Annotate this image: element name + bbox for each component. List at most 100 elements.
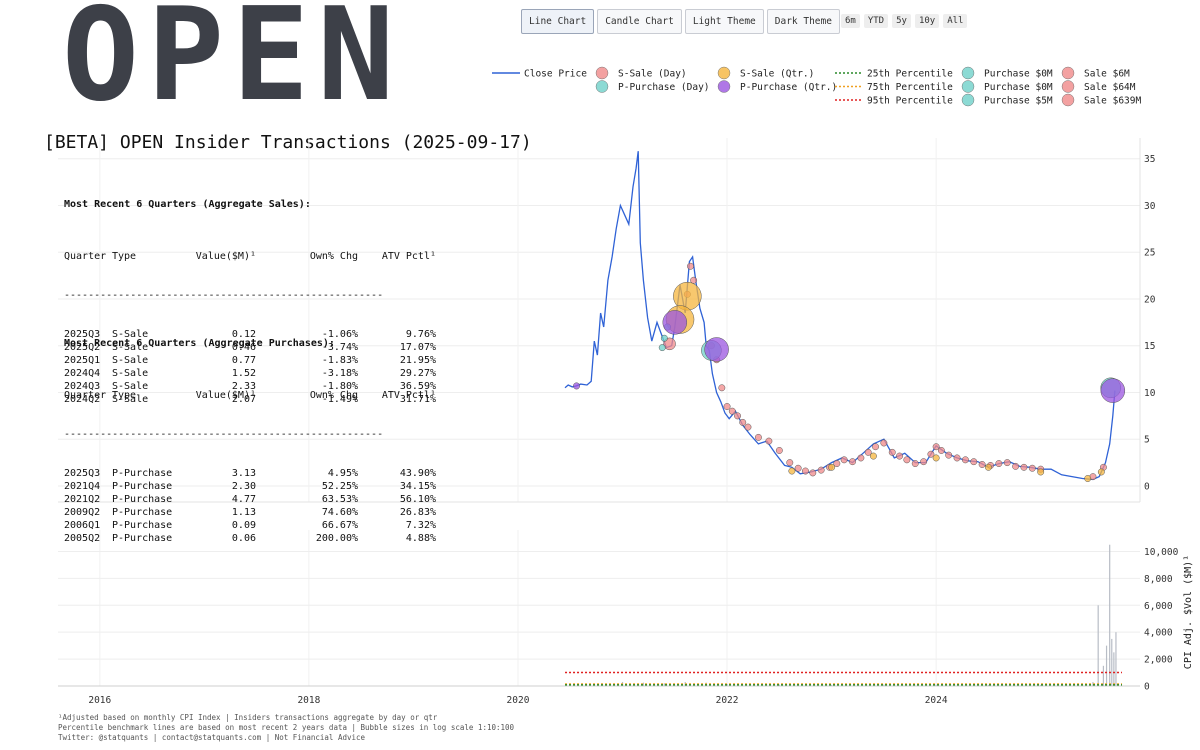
- table-row: 2025Q1 S-Sale 0.77 -1.83% 21.95%: [64, 354, 436, 367]
- s-sale-day-marker: [978, 461, 986, 468]
- volume-bar: [1111, 638, 1113, 686]
- x-tick-label: 2020: [507, 695, 530, 706]
- cell-value: 0.06: [231, 533, 256, 544]
- s-sale-day-marker: [786, 459, 794, 467]
- cell-type: S-Sale: [112, 368, 149, 379]
- legend-swatch: [1061, 93, 1075, 107]
- sales-table-header-row: Quarter Type Value($M)¹ Own% Chg ATV Pct…: [64, 250, 436, 263]
- s-sale-day-marker: [775, 447, 783, 454]
- s-sale-day-marker: [995, 460, 1003, 468]
- volume-bar: [1105, 645, 1108, 686]
- footer-line: Twitter: @statquants | contact@statquant…: [58, 733, 366, 742]
- col-own-chg: Own% Chg: [309, 390, 358, 401]
- cell-atv-pctl: 31.71%: [399, 394, 436, 405]
- sales-table-heading: Most Recent 6 Quarters (Aggregate Sales)…: [64, 199, 311, 210]
- s-sale-qtr-marker: [665, 305, 695, 334]
- volume-bar: [726, 683, 728, 686]
- s-sale-day-marker: [1028, 464, 1036, 472]
- volume-bar: [1092, 681, 1094, 686]
- s-sale-day-marker: [718, 384, 726, 392]
- col-atv-pctl: ATV Pctl¹: [381, 251, 436, 262]
- dark-theme-button[interactable]: Dark Theme: [766, 9, 840, 34]
- table-row: 2025Q3 P-Purchase 3.13 4.95% 43.90%: [64, 467, 436, 480]
- s-sale-day-marker: [945, 451, 953, 459]
- legend-swatch: [961, 80, 975, 93]
- cell-atv-pctl: 17.07%: [399, 342, 436, 353]
- s-sale-qtr-marker: [869, 452, 877, 460]
- legend-label: Close Price: [524, 69, 587, 80]
- s-sale-day-marker: [1099, 463, 1107, 471]
- range-6m-button[interactable]: 6m: [841, 14, 860, 28]
- cell-type: P-Purchase: [112, 468, 173, 479]
- p-purchase-qtr-marker: [662, 310, 688, 335]
- s-sale-day-marker: [723, 403, 731, 410]
- cell-own-chg: -3.18%: [321, 368, 358, 379]
- s-sale-day-marker: [734, 412, 741, 420]
- range-5y-button[interactable]: 5y: [892, 14, 911, 28]
- range-10y-button[interactable]: 10y: [914, 14, 940, 28]
- candle-chart-button[interactable]: Candle Chart: [597, 9, 682, 34]
- range-all-button[interactable]: All: [943, 14, 968, 28]
- volume-bar: [1097, 605, 1099, 686]
- s-sale-day-marker: [872, 443, 879, 451]
- col-value: Value($M)¹: [195, 251, 256, 262]
- x-tick-label: 2018: [297, 695, 320, 706]
- cell-own-chg: -1.83%: [321, 355, 358, 366]
- cell-quarter: 2024Q4: [64, 368, 101, 379]
- s-sale-day-marker: [765, 437, 773, 445]
- legend-swatch: [717, 66, 731, 80]
- col-atv-pctl: ATV Pctl¹: [381, 390, 436, 401]
- cell-value: 2.30: [231, 481, 256, 492]
- table-row: 2009Q2 P-Purchase 1.13 74.60% 26.83%: [64, 506, 436, 519]
- range-ytd-button[interactable]: YTD: [863, 14, 889, 28]
- legend-label: 75th Percentile: [867, 82, 953, 93]
- volume-bar: [1109, 544, 1111, 686]
- s-sale-day-marker: [794, 464, 802, 472]
- cell-type: S-Sale: [112, 342, 149, 353]
- s-sale-day-marker: [1020, 463, 1028, 471]
- cell-type: S-Sale: [112, 394, 149, 405]
- legend-swatch: [1061, 66, 1075, 80]
- chart-type-controls: Line Chart Candle Chart Light Theme Dark…: [521, 9, 840, 34]
- cell-type: S-Sale: [112, 381, 149, 392]
- volume-bar: [663, 683, 665, 686]
- s-sale-qtr-marker: [1084, 475, 1092, 482]
- s-sale-day-marker: [953, 454, 961, 462]
- light-theme-button[interactable]: Light Theme: [684, 9, 764, 34]
- col-type: Type: [112, 251, 137, 262]
- cell-quarter: 2025Q3: [64, 329, 101, 340]
- s-sale-day-marker: [728, 407, 736, 415]
- y-tick-label: 25: [1144, 248, 1155, 259]
- cell-atv-pctl: 21.95%: [399, 355, 436, 366]
- p-purchase-qtr-marker: [1100, 378, 1126, 403]
- vol-y-tick-label: 0: [1144, 682, 1150, 693]
- cell-quarter: 2025Q3: [64, 468, 101, 479]
- line-chart-button[interactable]: Line Chart: [521, 9, 595, 34]
- s-sale-qtr-marker: [932, 454, 940, 462]
- ticker-logo: OPEN: [62, 0, 403, 130]
- y-tick-label: 5: [1144, 435, 1150, 446]
- s-sale-day-marker: [970, 458, 978, 466]
- legend-label: S-Sale (Day): [618, 69, 687, 80]
- s-sale-day-marker: [663, 337, 676, 351]
- p-purchase-day-marker: [660, 334, 668, 342]
- legend-label: Sale $639M: [1084, 96, 1141, 107]
- p-purchase-qtr-marker: [704, 337, 729, 362]
- cell-value: 2.33: [231, 381, 256, 392]
- cell-value: 2.07: [231, 394, 256, 405]
- cell-own-chg: 52.25%: [321, 481, 358, 492]
- col-value: Value($M)¹: [195, 390, 256, 401]
- volume-bar: [621, 681, 624, 686]
- sales-table: Most Recent 6 Quarters (Aggregate Sales)…: [64, 172, 436, 419]
- vol-y-tick-label: 4,000: [1144, 628, 1173, 639]
- s-sale-day-marker: [864, 448, 872, 456]
- vol-y-tick-label: 2,000: [1144, 655, 1173, 666]
- s-sale-day-marker: [896, 452, 904, 460]
- legend-label: Purchase $5M: [984, 96, 1053, 107]
- s-sale-day-marker: [880, 439, 888, 447]
- cell-quarter: 2025Q2: [64, 342, 101, 353]
- s-sale-day-marker: [833, 460, 841, 468]
- cell-own-chg: 4.95%: [327, 468, 358, 479]
- col-quarter: Quarter: [64, 390, 107, 401]
- s-sale-day-marker: [744, 423, 752, 431]
